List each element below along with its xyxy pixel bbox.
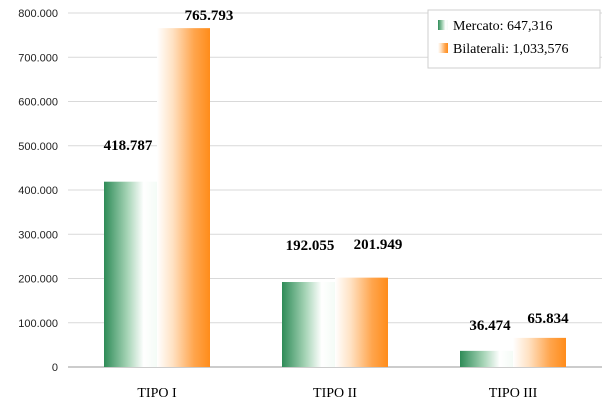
y-tick-label: 300.000 — [18, 229, 58, 241]
y-tick-label: 800.000 — [18, 8, 58, 20]
x-tick-label: TIPO III — [489, 386, 538, 401]
bar-mercato — [460, 350, 513, 367]
legend-label: Bilaterali: 1,033,576 — [453, 42, 568, 57]
bars: 418.787 765.793 192.055 201.949 36.474 65.834 — [104, 8, 569, 367]
y-tick-label: 400.000 — [18, 185, 58, 197]
data-label: 765.793 — [185, 8, 234, 24]
data-label: 192.055 — [286, 238, 335, 254]
x-axis-ticks: TIPO I TIPO II TIPO III — [137, 386, 537, 401]
y-tick-label: 700.000 — [18, 52, 58, 64]
bar-mercato — [104, 181, 157, 367]
data-label: 65.834 — [527, 311, 569, 327]
legend-label: Mercato: 647,316 — [453, 19, 553, 34]
data-label: 201.949 — [354, 237, 403, 253]
x-tick-label: TIPO II — [313, 386, 357, 401]
y-tick-label: 600.000 — [18, 97, 58, 109]
bar-bilaterali — [513, 337, 566, 367]
y-tick-label: 200.000 — [18, 274, 58, 286]
bar-bilaterali — [157, 28, 210, 367]
legend-box — [427, 9, 601, 69]
legend-swatch — [438, 20, 448, 30]
y-tick-label: 100.000 — [18, 318, 58, 330]
bar-mercato — [282, 282, 335, 367]
y-tick-label: 500.000 — [18, 141, 58, 153]
data-label: 36.474 — [469, 318, 511, 334]
legend-swatch — [438, 43, 448, 53]
y-axis-ticks: 0 100.000 200.000 300.000 400.000 500.000 600.… — [18, 8, 58, 374]
legend: Mercato: 647,316 Bilaterali: 1,033,576 — [427, 9, 601, 69]
x-tick-label: TIPO I — [137, 386, 177, 401]
data-label: 418.787 — [104, 138, 153, 154]
y-tick-label: 0 — [52, 362, 58, 374]
bar-bilaterali — [335, 277, 388, 367]
